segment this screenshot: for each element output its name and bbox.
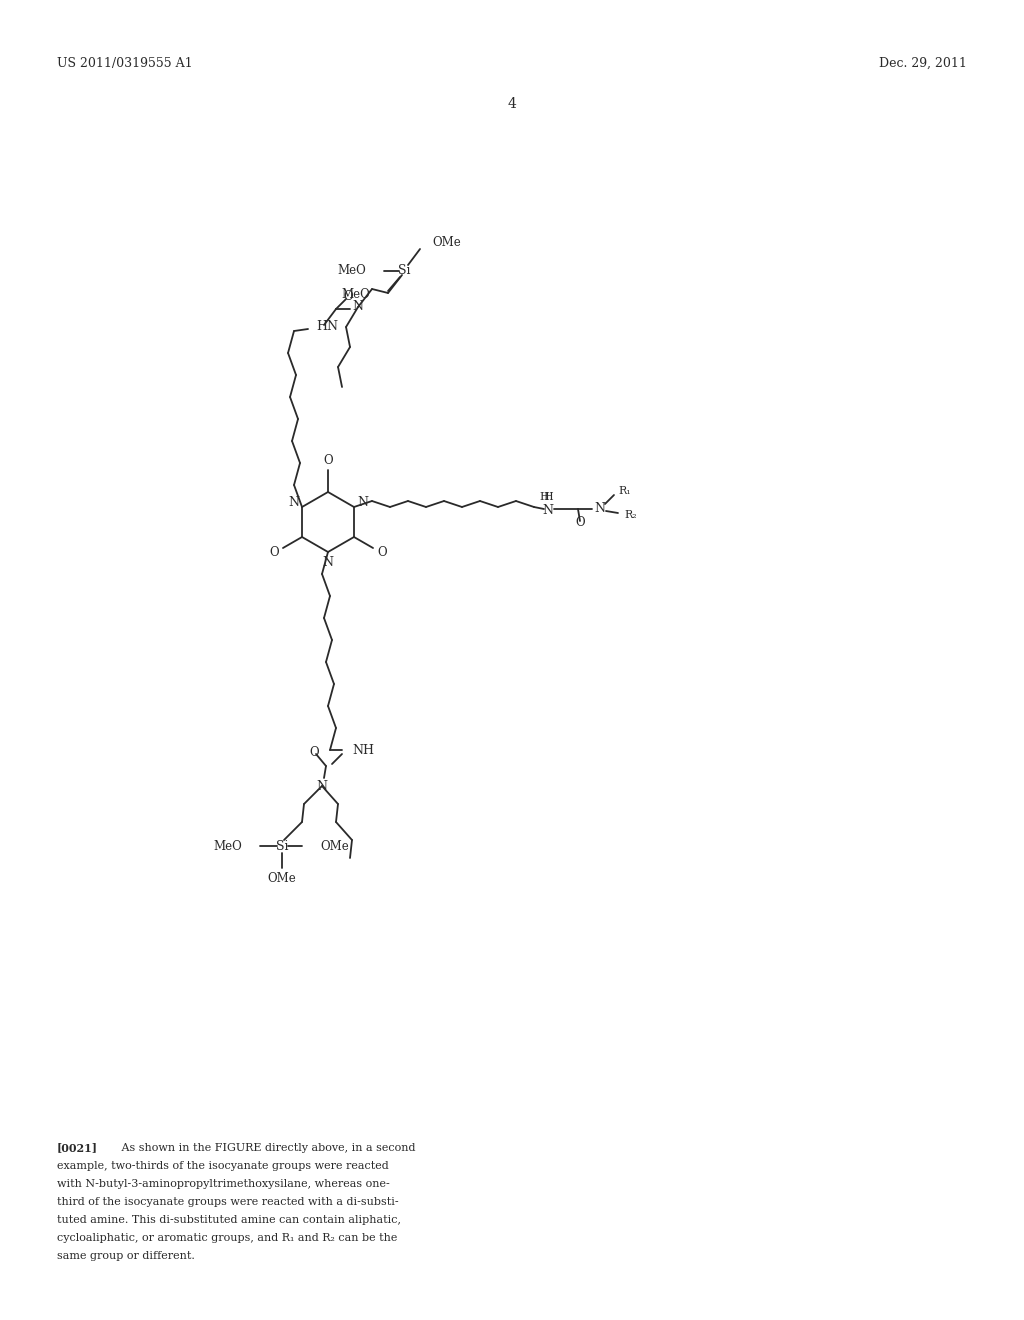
Text: OMe: OMe: [319, 840, 349, 853]
Text: O: O: [575, 516, 585, 529]
Text: N: N: [288, 495, 299, 508]
Text: Si: Si: [275, 840, 288, 853]
Text: O: O: [309, 746, 318, 759]
Text: H: H: [543, 492, 553, 502]
Text: MeO: MeO: [341, 289, 370, 301]
Text: N: N: [323, 556, 334, 569]
Text: MeO: MeO: [337, 264, 366, 277]
Text: R₁: R₁: [617, 486, 631, 496]
Text: OMe: OMe: [267, 871, 296, 884]
Text: third of the isocyanate groups were reacted with a di-substi-: third of the isocyanate groups were reac…: [57, 1197, 398, 1206]
Text: N: N: [595, 503, 605, 516]
Text: O: O: [377, 546, 386, 560]
Text: cycloaliphatic, or aromatic groups, and R₁ and R₂ can be the: cycloaliphatic, or aromatic groups, and …: [57, 1233, 397, 1243]
Text: US 2011/0319555 A1: US 2011/0319555 A1: [57, 57, 193, 70]
Text: O: O: [269, 546, 280, 560]
Text: NH: NH: [352, 743, 374, 756]
Text: same group or different.: same group or different.: [57, 1251, 195, 1261]
Text: As shown in the FIGURE directly above, in a second: As shown in the FIGURE directly above, i…: [118, 1143, 416, 1152]
Text: 4: 4: [508, 96, 516, 111]
Text: O: O: [343, 290, 353, 304]
Text: R₂: R₂: [624, 510, 637, 520]
Text: HN: HN: [316, 321, 338, 334]
Text: tuted amine. This di-substituted amine can contain aliphatic,: tuted amine. This di-substituted amine c…: [57, 1214, 401, 1225]
Text: N: N: [352, 301, 364, 314]
Text: N: N: [543, 504, 554, 517]
Text: O: O: [324, 454, 333, 466]
Text: Dec. 29, 2011: Dec. 29, 2011: [880, 57, 967, 70]
Text: example, two-thirds of the isocyanate groups were reacted: example, two-thirds of the isocyanate gr…: [57, 1162, 389, 1171]
Text: H: H: [539, 492, 549, 502]
Text: with N-butyl-3-aminopropyltrimethoxysilane, whereas one-: with N-butyl-3-aminopropyltrimethoxysila…: [57, 1179, 390, 1189]
Text: MeO: MeO: [213, 840, 242, 853]
Text: N: N: [357, 495, 369, 508]
Text: N: N: [316, 780, 328, 792]
Text: Si: Si: [397, 264, 411, 277]
Text: [0021]: [0021]: [57, 1143, 98, 1154]
Text: OMe: OMe: [432, 236, 461, 249]
